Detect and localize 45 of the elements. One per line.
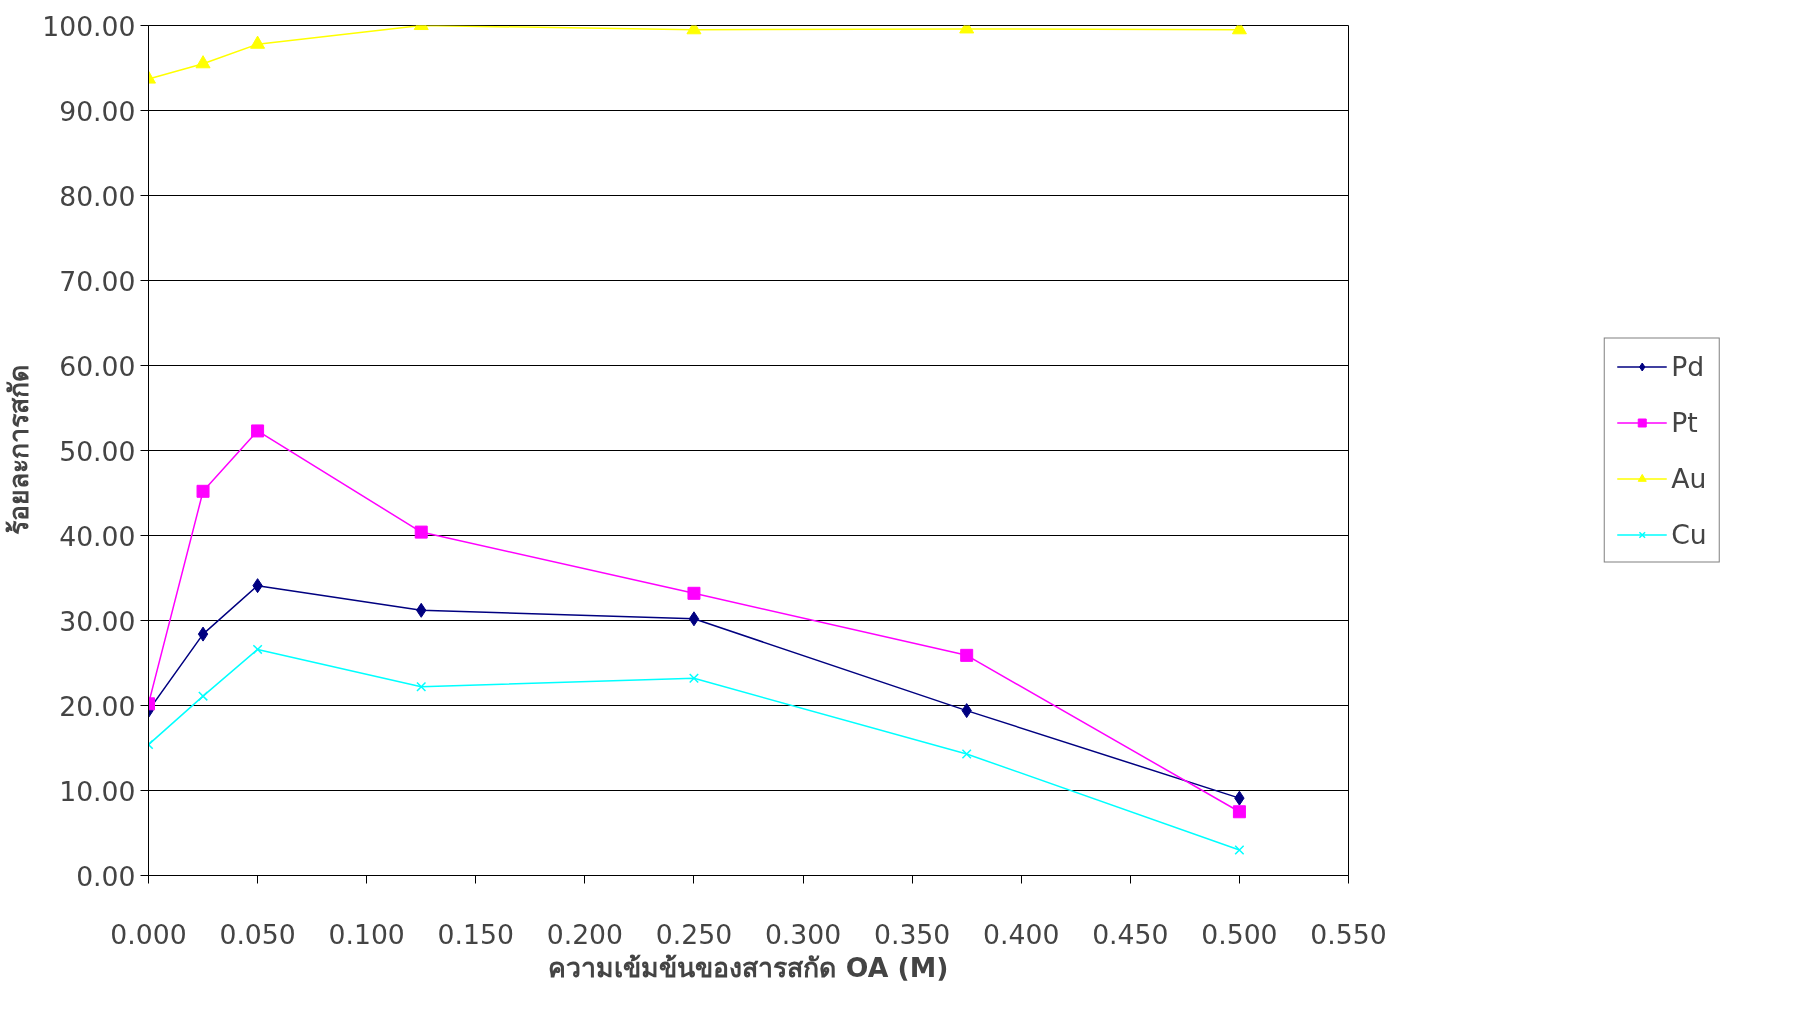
y-tick-label: 30.00 xyxy=(59,605,136,637)
legend-label: Pt xyxy=(1671,406,1698,438)
point xyxy=(687,586,701,600)
y-tick-label: 80.00 xyxy=(59,180,136,212)
legend-label: Cu xyxy=(1671,518,1707,550)
x-tick-label: 0.100 xyxy=(328,918,405,950)
y-tick-label: 10.00 xyxy=(59,775,136,807)
y-tick-label: 0.00 xyxy=(76,860,136,892)
point xyxy=(960,648,974,662)
point xyxy=(961,748,972,759)
x-tick-label: 0.400 xyxy=(983,918,1060,950)
y-tick-label: 100.00 xyxy=(42,10,136,42)
point xyxy=(1232,805,1246,819)
point xyxy=(416,681,427,692)
legend-label: Au xyxy=(1671,462,1707,494)
x-tick-label: 0.350 xyxy=(873,918,951,950)
legend-label: Pd xyxy=(1671,350,1705,382)
point xyxy=(414,525,428,539)
point xyxy=(250,35,266,49)
point xyxy=(688,673,699,684)
point xyxy=(197,626,209,642)
x-tick-label: 0.450 xyxy=(1092,918,1169,950)
point xyxy=(198,691,209,702)
x-tick-label: 0.150 xyxy=(437,918,514,950)
y-tick-label: 20.00 xyxy=(59,690,136,722)
point xyxy=(688,611,700,627)
y-tick-label: 40.00 xyxy=(59,520,136,552)
x-tick-label: 0.500 xyxy=(1201,918,1278,950)
point xyxy=(196,484,210,498)
point xyxy=(1234,845,1245,855)
y-tick-label: 60.00 xyxy=(59,350,136,382)
y-tick-label: 90.00 xyxy=(59,95,136,127)
y-tick-label: 50.00 xyxy=(59,435,136,467)
y-tick-label: 70.00 xyxy=(59,265,136,297)
x-axis-title: ความเข้มข้นของสารสกัด OA (M) xyxy=(548,951,949,983)
x-tick-label: 0.550 xyxy=(1310,918,1387,950)
x-tick-label: 0.200 xyxy=(546,918,624,950)
x-tick-label: 0.000 xyxy=(110,918,187,950)
x-tick-label: 0.050 xyxy=(219,918,296,950)
point xyxy=(252,644,263,655)
x-tick-label: 0.300 xyxy=(764,918,842,950)
x-tick-label: 0.250 xyxy=(655,918,733,950)
y-axis-title: ร้อยละการสกัด xyxy=(3,365,35,536)
point xyxy=(251,424,265,438)
point xyxy=(195,55,211,69)
